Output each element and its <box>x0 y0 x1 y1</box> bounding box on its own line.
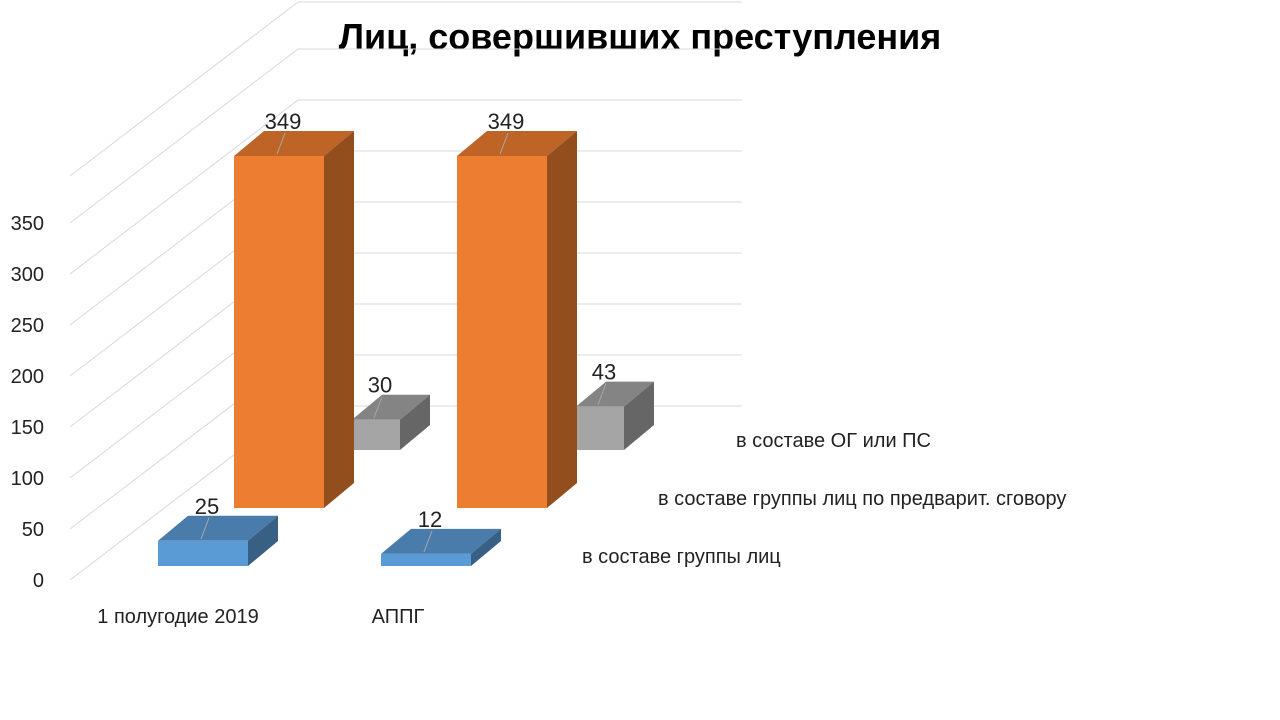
y-tick-label: 150 <box>11 417 44 439</box>
category-label: АППГ <box>372 606 425 628</box>
series-label: в составе группы лиц <box>582 546 781 568</box>
bar-side <box>324 131 354 508</box>
y-tick-label: 300 <box>11 264 44 286</box>
y-tick-label: 200 <box>11 366 44 388</box>
gridline-diagonal <box>69 48 299 224</box>
bar-side <box>547 131 577 508</box>
data-label-leader <box>423 530 433 553</box>
data-label: 349 <box>488 109 525 134</box>
data-label: 12 <box>418 507 442 532</box>
bar-top <box>381 528 501 554</box>
bar-front <box>576 406 624 450</box>
bar-front <box>352 419 400 450</box>
bar-front <box>457 156 547 508</box>
y-tick-label: 0 <box>33 570 44 592</box>
bar-side <box>624 381 654 450</box>
category-label: 1 полугодие 2019 <box>97 606 258 628</box>
bar-side <box>400 394 430 450</box>
bar-side <box>471 528 501 566</box>
data-label: 43 <box>592 360 616 385</box>
y-tick-label: 50 <box>22 519 44 541</box>
bar-top <box>576 381 654 407</box>
y-tick-label: 100 <box>11 468 44 490</box>
gridline-diagonal <box>69 1 299 177</box>
bar-side <box>248 515 278 566</box>
bar-top <box>158 515 278 541</box>
chart-title: Лиц, совершивших преступления <box>338 16 942 57</box>
bar-front <box>234 156 324 508</box>
bar-top <box>234 131 354 156</box>
bar-front <box>381 553 471 566</box>
series-label: в составе группы лиц по предварит. сгово… <box>658 488 1066 510</box>
data-label: 30 <box>368 373 392 398</box>
series-label: в составе ОГ или ПС <box>736 430 931 452</box>
bar-top <box>352 394 430 420</box>
data-label: 349 <box>265 109 302 134</box>
bar-top <box>457 131 577 156</box>
data-label: 25 <box>195 494 219 519</box>
bar-front <box>158 540 248 566</box>
data-label-leader <box>373 396 383 418</box>
gridline-diagonal <box>69 99 299 275</box>
data-label-leader <box>200 517 210 539</box>
data-label-leader <box>597 383 607 405</box>
y-tick-label: 250 <box>11 315 44 337</box>
y-tick-label: 350 <box>11 213 44 235</box>
data-label-leader <box>276 132 286 155</box>
data-label-leader <box>499 132 509 155</box>
